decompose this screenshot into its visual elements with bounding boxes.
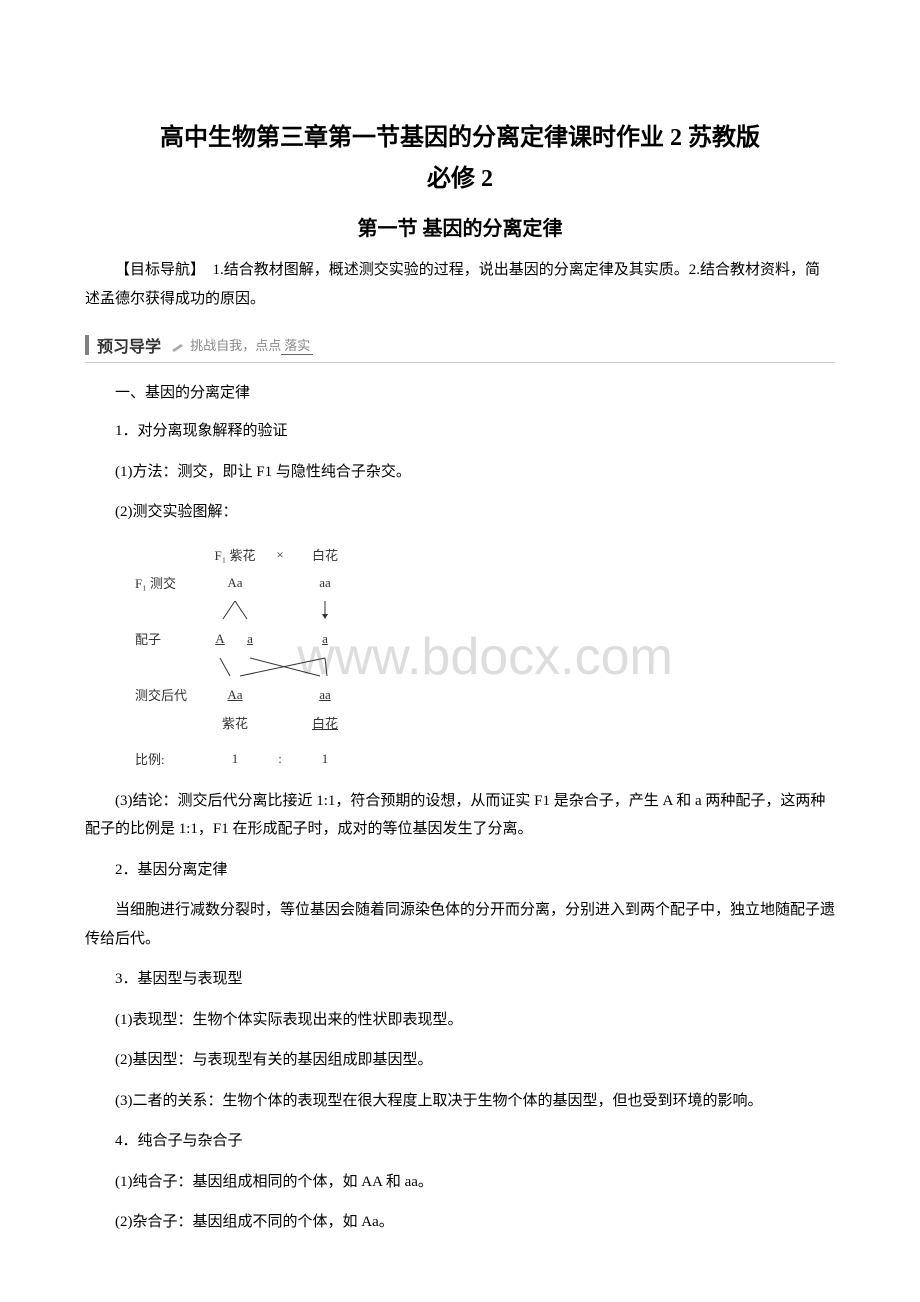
diagram-row3-left: Aa [205,687,265,703]
diagram-row4-left: 紫花 [205,713,265,732]
cross-lines-icon [205,656,355,678]
item1-sub3: (3)结论：测交后代分离比接近 1:1，符合预期的设想，从而证实 F1 是杂合子… [85,787,835,844]
item2-title: 2．基因分离定律 [85,856,835,885]
item1-sub1: (1)方法：测交，即让 F1 与隐性纯合子杂交。 [85,458,835,487]
diagram-row1-right: aa [295,575,355,591]
diagram-row2-label: 配子 [135,629,205,648]
section1-heading: 一、基因的分离定律 [85,381,835,402]
diagram-row2-A: A [205,631,235,647]
diagram-row5-colon: : [265,751,295,767]
item3-sub2: (2)基因型：与表现型有关的基因组成即基因型。 [85,1046,835,1075]
cross-diagram: F₁ 紫花 × 白花 F₁ 测交 Aa aa [135,542,835,772]
preview-title: 预习导学 [97,333,161,357]
item1-sub2: (2)测交实验图解： [85,498,835,527]
preview-subtitle-prefix: 挑战自我，点点 [190,338,281,353]
item3-sub1: (1)表现型：生物个体实际表现出来的性状即表现型。 [85,1006,835,1035]
diagram-row2-right: a [295,631,355,647]
preview-bar-icon [85,335,89,355]
item4-sub2: (2)杂合子：基因组成不同的个体，如 Aa。 [85,1208,835,1237]
objective-paragraph: 【目标导航】 1.结合教材图解，概述测交实验的过程，说出基因的分离定律及其实质。… [85,256,835,313]
preview-header: 预习导学 挑战自我，点点落实 [85,333,835,363]
section-title: 第一节 基因的分离定律 [85,212,835,241]
diagram-header-right: 白花 [295,545,355,564]
diagram-cross: × [265,547,295,563]
arrow-down-icon [295,601,355,621]
item4-sub1: (1)纯合子：基因组成相同的个体，如 AA 和 aa。 [85,1168,835,1197]
item3-sub3: (3)二者的关系：生物个体的表现型在很大程度上取决于生物个体的基因型，但也受到环… [85,1087,835,1116]
preview-subtitle: 挑战自我，点点落实 [171,335,313,355]
main-title-line2: 必修 2 [85,161,835,197]
diagram-row5-label: 比例: [135,749,205,768]
diagram-row2-a: a [235,631,265,647]
diagram-row4-right: 白花 [295,713,355,732]
preview-subtitle-underlined: 落实 [281,335,313,355]
item4-title: 4．纯合子与杂合子 [85,1127,835,1156]
diagram-container: www.bdocx.com F₁ 紫花 × 白花 F₁ 测交 Aa aa [135,542,835,772]
branch-left-icon [205,601,265,621]
objective-label: 【目标导航】 [115,262,198,278]
diagram-row1-left: Aa [205,575,265,591]
item3-title: 3．基因型与表现型 [85,965,835,994]
pencil-icon [171,342,187,352]
item2-text: 当细胞进行减数分裂时，等位基因会随着同源染色体的分开而分离，分别进入到两个配子中… [85,896,835,953]
diagram-row3-right: aa [295,687,355,703]
diagram-row1-label: F₁ 测交 [135,573,205,592]
diagram-row5-left: 1 [205,751,265,767]
main-title-line1: 高中生物第三章第一节基因的分离定律课时作业 2 苏教版 [85,120,835,156]
diagram-row3-label: 测交后代 [135,685,205,704]
diagram-header-left: F₁ 紫花 [205,545,265,564]
item1-title: 1．对分离现象解释的验证 [85,417,835,446]
diagram-row5-right: 1 [295,751,355,767]
